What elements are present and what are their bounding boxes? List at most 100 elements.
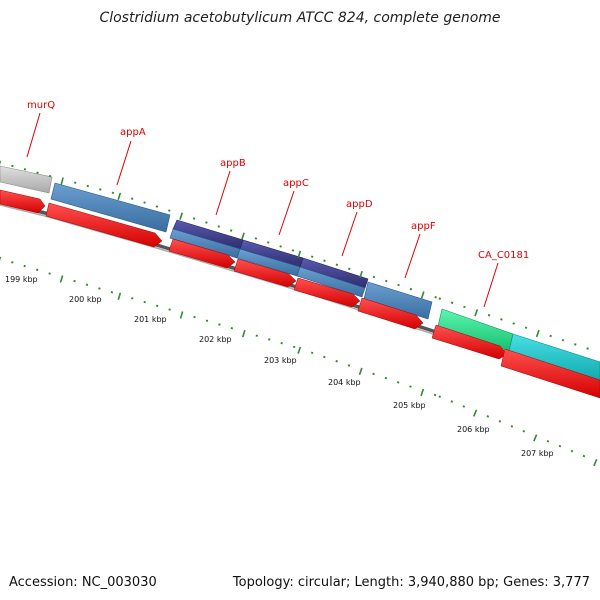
scale-label: 199 kbp (5, 275, 38, 284)
minor-tick (372, 372, 375, 376)
minor-tick (267, 241, 270, 244)
major-tick (593, 459, 598, 467)
minor-tick (524, 326, 528, 329)
minor-tick (48, 272, 51, 275)
gene-labels: murQ appA appB appC appD appF CA_C0181 (27, 100, 529, 261)
cds-arrow (357, 297, 424, 330)
minor-tick (11, 261, 14, 264)
gene-label-appD: appD (346, 199, 373, 210)
minor-tick (487, 314, 491, 317)
minor-tick (143, 201, 146, 204)
minor-tick (558, 444, 562, 448)
minor-tick (217, 225, 221, 228)
gene-label-appA: appA (120, 127, 146, 138)
minor-tick (396, 381, 400, 384)
minor-tick (155, 304, 159, 308)
major-tick (420, 388, 425, 397)
minor-tick (549, 334, 552, 338)
minor-tick (85, 283, 89, 286)
minor-tick (462, 405, 466, 408)
major-tick (297, 346, 302, 354)
cds-arrow (500, 348, 600, 399)
minor-tick (450, 301, 454, 304)
minor-tick (486, 415, 490, 418)
gene-label-murQ: murQ (27, 100, 55, 111)
minor-tick (434, 296, 437, 299)
major-tick (60, 177, 64, 185)
minor-tick (168, 209, 171, 212)
minor-tick (450, 400, 454, 403)
minor-tick (561, 338, 565, 342)
gene-bar-appD-lower (296, 266, 366, 298)
map-title: Clostridium acetobutylicum ATCC 824, com… (99, 10, 501, 26)
cds-arrow (293, 277, 361, 308)
minor-tick (409, 385, 412, 388)
minor-tick (397, 283, 400, 287)
major-tick (420, 291, 425, 299)
minor-tick (23, 264, 26, 268)
minor-tick (280, 341, 283, 345)
major-tick (359, 270, 363, 279)
minor-tick (292, 345, 296, 349)
gene-bar-next (508, 333, 600, 383)
minor-tick (205, 221, 208, 224)
minor-tick (582, 454, 586, 458)
gene-bar-appF (363, 281, 433, 320)
minor-tick (192, 217, 196, 220)
minor-tick (546, 439, 550, 443)
gene-label-CA_C0181: CA_C0181 (478, 250, 529, 261)
major-tick (59, 275, 64, 283)
minor-tick (498, 420, 502, 423)
scale-label: 206 kbp (457, 425, 490, 434)
minor-tick (98, 287, 101, 290)
minor-tick (385, 279, 388, 283)
minor-tick (168, 308, 171, 311)
scale-label: 207 kbp (521, 449, 554, 458)
scale-label: 205 kbp (393, 401, 426, 410)
minor-tick (131, 297, 134, 300)
minor-tick (347, 364, 351, 367)
minor-tick (433, 393, 437, 397)
minor-tick (229, 229, 233, 232)
minor-tick (279, 245, 282, 248)
minor-tick (254, 237, 258, 240)
major-tick (533, 434, 538, 442)
scale-label: 203 kbp (264, 356, 297, 365)
minor-tick (372, 275, 376, 279)
major-tick (535, 329, 540, 338)
minor-tick (347, 267, 351, 271)
minor-tick (510, 425, 514, 428)
major-tick (242, 329, 246, 338)
scale-label: 204 kbp (328, 378, 361, 387)
gene-bar-murQ (0, 165, 53, 194)
minor-tick (438, 297, 442, 300)
outer-tick-ruler (0, 160, 589, 350)
minor-tick (291, 249, 295, 252)
minor-tick (323, 259, 326, 262)
scale-label: 200 kbp (69, 295, 102, 304)
minor-tick (255, 334, 259, 337)
minor-tick (586, 347, 589, 350)
minor-tick (438, 395, 442, 398)
minor-tick (268, 338, 271, 341)
cds-arrow (0, 189, 46, 214)
inner-tick-ruler (0, 256, 598, 467)
minor-tick (335, 360, 338, 363)
minor-tick (155, 205, 159, 208)
major-tick (473, 409, 478, 417)
minor-tick (310, 255, 314, 258)
gene-label-appF: appF (411, 221, 436, 232)
minor-tick (73, 279, 76, 283)
minor-tick (574, 343, 577, 346)
minor-tick (323, 355, 326, 359)
gene-bar-appA (50, 182, 171, 233)
genome-summary-text: Topology: circular; Length: 3,940,880 bp… (232, 575, 590, 590)
major-tick (117, 292, 122, 300)
minor-tick (384, 376, 388, 380)
minor-tick (409, 287, 413, 291)
minor-tick (143, 300, 146, 304)
scale-label: 201 kbp (134, 315, 167, 324)
major-tick (358, 367, 363, 376)
cds-arrow-track (0, 189, 600, 399)
minor-tick (35, 268, 39, 272)
